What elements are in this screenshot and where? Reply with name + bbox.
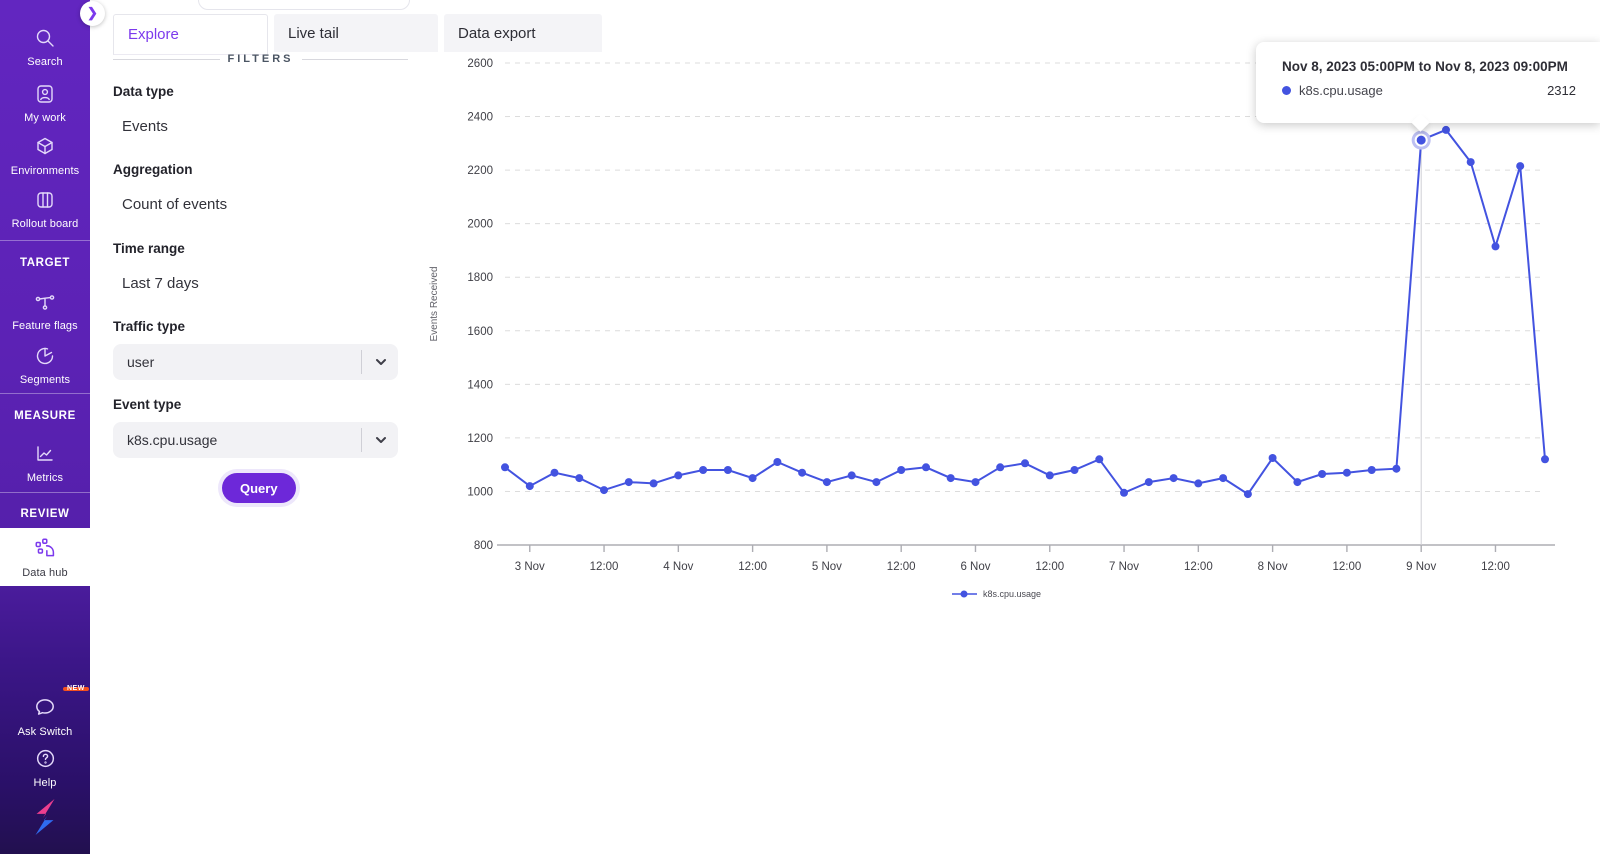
board-columns-icon [34,189,56,211]
tooltip-title: Nov 8, 2023 05:00PM to Nov 8, 2023 09:00… [1282,59,1568,74]
traffic-type-value: user [127,354,155,370]
svg-text:2200: 2200 [467,165,493,177]
sidebar-item-environments[interactable]: Environments [0,136,90,177]
svg-text:12:00: 12:00 [887,561,916,573]
svg-text:7 Nov: 7 Nov [1109,561,1139,573]
svg-text:Events Received: Events Received [429,266,440,341]
sidebar-section-target: TARGET [19,257,71,269]
svg-text:12:00: 12:00 [1184,561,1213,573]
tooltip-series-name: k8s.cpu.usage [1299,83,1383,98]
chat-bubble-icon: NEW [33,685,89,719]
event-type-select[interactable]: k8s.cpu.usage [113,422,398,458]
chevron-down-icon [373,354,389,370]
svg-text:1000: 1000 [467,486,493,498]
metrics-chart-icon [34,443,56,465]
help-icon [34,747,57,770]
aggregation-value[interactable]: Count of events [122,196,228,213]
traffic-type-select[interactable]: user [113,344,398,380]
tooltip-row: k8s.cpu.usage 2312 [1282,83,1576,98]
tab-bar: Explore Live tail Data export [113,14,602,55]
sidebar-item-help[interactable]: Help [0,747,90,789]
split-logo[interactable] [0,798,90,841]
svg-text:9 Nov: 9 Nov [1406,561,1436,573]
event-type-value: k8s.cpu.usage [127,432,218,448]
svg-text:k8s.cpu.usage: k8s.cpu.usage [983,589,1041,599]
sidebar-item-my-work[interactable]: My work [0,83,90,124]
svg-text:1200: 1200 [467,433,493,445]
aggregation-label: Aggregation [113,162,193,177]
svg-text:12:00: 12:00 [1035,561,1064,573]
sidebar-item-segments[interactable]: Segments [0,345,90,386]
sidebar-divider [0,492,90,493]
traffic-type-label: Traffic type [113,319,186,334]
feature-flags-icon [34,291,56,313]
chevron-down-icon [373,432,389,448]
svg-text:12:00: 12:00 [738,561,767,573]
svg-text:5 Nov: 5 Nov [812,561,842,573]
svg-text:12:00: 12:00 [1481,561,1510,573]
svg-text:6 Nov: 6 Nov [960,561,990,573]
filters-divider: FILTERS [113,53,409,65]
svg-text:12:00: 12:00 [590,561,619,573]
svg-text:2600: 2600 [467,58,493,70]
svg-text:3 Nov: 3 Nov [515,561,545,573]
sidebar-item-feature-flags[interactable]: Feature flags [0,291,90,332]
series-dot-icon [1282,86,1291,95]
svg-text:1400: 1400 [467,379,493,391]
sidebar-collapse-toggle[interactable]: ❯ [80,1,105,26]
sidebar-item-ask-switch[interactable]: NEW Ask Switch [0,685,90,738]
svg-text:800: 800 [474,540,493,552]
sidebar-item-rollout-board[interactable]: Rollout board [0,189,90,230]
sidebar-divider [0,393,90,394]
svg-text:1600: 1600 [467,326,493,338]
chart-tooltip: Nov 8, 2023 05:00PM to Nov 8, 2023 09:00… [1256,42,1600,132]
search-icon [34,27,56,49]
time-range-label: Time range [113,241,185,256]
filters-heading: FILTERS [227,53,294,65]
tab-live-tail[interactable]: Live tail [274,14,438,52]
time-range-value[interactable]: Last 7 days [122,275,199,292]
svg-text:12:00: 12:00 [1333,561,1362,573]
user-card-icon [34,83,56,105]
query-button[interactable]: Query [222,473,296,503]
svg-text:2400: 2400 [467,112,493,124]
select-divider [361,350,362,374]
event-type-label: Event type [113,397,182,412]
data-type-label: Data type [113,84,174,99]
tab-data-export[interactable]: Data export [444,14,602,52]
sidebar-item-data-hub[interactable]: Data hub [0,528,90,586]
svg-text:2000: 2000 [467,219,493,231]
svg-text:1800: 1800 [467,272,493,284]
data-hub-icon [33,536,57,560]
tab-explore[interactable]: Explore [113,14,268,55]
top-partial-popover [198,0,410,10]
new-badge: NEW [63,685,89,692]
sidebar-item-search[interactable]: Search [0,27,90,68]
cube-icon [34,136,56,158]
sidebar-divider [0,240,90,241]
sidebar: Search My work Environments Rollout boar… [0,0,105,854]
svg-text:8 Nov: 8 Nov [1258,561,1288,573]
pie-chart-icon [34,345,56,367]
sidebar-item-metrics[interactable]: Metrics [0,443,90,484]
select-divider [361,428,362,452]
data-type-value[interactable]: Events [122,118,168,135]
tooltip-value: 2312 [1547,83,1576,98]
sidebar-section-measure: MEASURE [14,410,76,422]
svg-text:4 Nov: 4 Nov [663,561,693,573]
sidebar-section-review: REVIEW [20,508,70,520]
